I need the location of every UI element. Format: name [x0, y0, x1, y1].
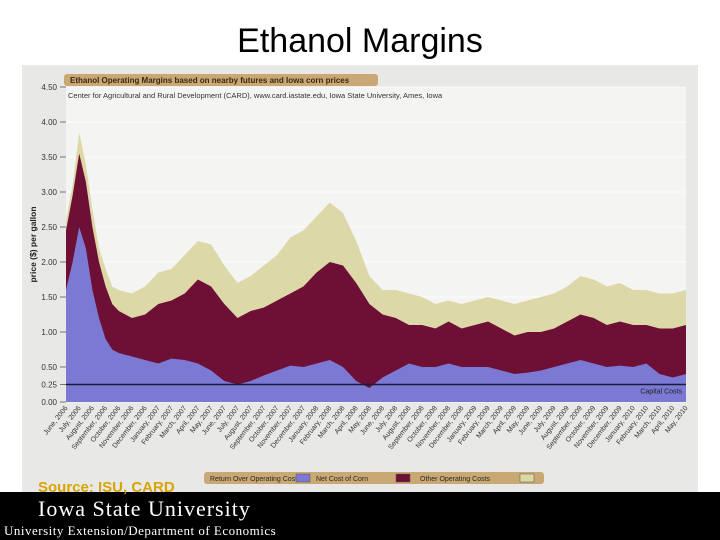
chart-subtitle: Center for Agricultural and Rural Develo… — [68, 91, 443, 100]
footer-band: Iowa State University University Extensi… — [0, 492, 720, 540]
legend-swatch — [395, 473, 411, 483]
university-logo-text: Iowa State University — [38, 496, 251, 521]
source-note: Source: ISU, CARD — [38, 479, 175, 496]
y-tick-label: 0.50 — [41, 363, 57, 372]
area-net-cost-of-corn — [66, 153, 686, 402]
y-tick-label: 4.50 — [41, 83, 57, 92]
y-tick-label: 3.00 — [41, 188, 57, 197]
ethanol-margins-chart: Ethanol Operating Margins based on nearb… — [28, 74, 690, 484]
department-text: University Extension/Department of Econo… — [4, 523, 277, 538]
y-tick-label: 2.00 — [41, 258, 57, 267]
y-tick-label: 1.50 — [41, 293, 57, 302]
slide-title: Ethanol Margins — [237, 22, 483, 60]
legend-swatch — [295, 473, 311, 483]
legend-band — [204, 472, 544, 484]
y-tick-label: 2.50 — [41, 223, 57, 232]
y-tick-label: 4.00 — [41, 118, 57, 127]
legend-swatch — [519, 473, 535, 483]
chart-title-band — [64, 74, 378, 86]
y-axis-label: price ($) per gallon — [28, 206, 38, 282]
capital-costs-label: Capital Costs — [640, 389, 682, 396]
legend-label: Return Over Operating Costs — [210, 476, 301, 483]
legend-label: Net Cost of Corn — [316, 476, 368, 483]
legend-label: Other Operating Costs — [420, 476, 491, 483]
chart-panel: Ethanol Operating Margins based on nearb… — [22, 65, 698, 493]
y-tick-label: 0.00 — [41, 398, 57, 407]
y-tick-label: 0.25 — [41, 381, 57, 390]
y-tick-label: 3.50 — [41, 153, 57, 162]
chart-title: Ethanol Operating Margins based on nearb… — [70, 76, 350, 85]
y-tick-label: 1.00 — [41, 328, 57, 337]
